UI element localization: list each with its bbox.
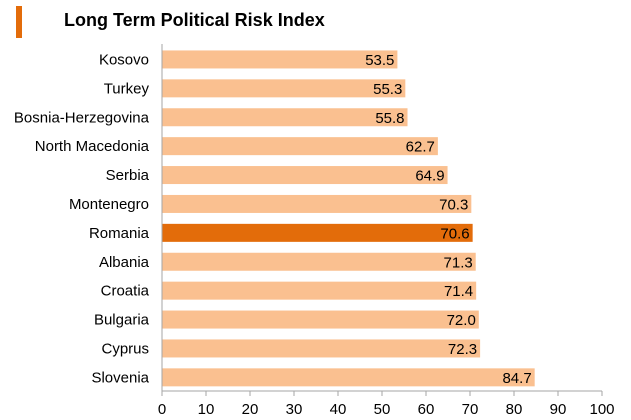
x-tick-label: 20 [242,401,259,418]
bar-albania [162,252,476,271]
x-tick-label: 80 [506,401,523,418]
category-label-north-macedonia: North Macedonia [35,138,150,155]
category-label-slovenia: Slovenia [91,369,149,386]
value-label-north-macedonia: 62.7 [406,139,435,156]
bar-bosnia-herzegovina [162,108,408,127]
category-label-bulgaria: Bulgaria [94,312,150,329]
chart-title: Long Term Political Risk Index [64,10,325,30]
category-label-croatia: Croatia [101,283,150,300]
category-label-albania: Albania [99,254,150,271]
bar-serbia [162,166,448,185]
value-label-croatia: 71.4 [444,283,473,300]
value-label-turkey: 55.3 [373,81,402,98]
x-tick-label: 10 [198,401,215,418]
x-tick-label: 90 [550,401,567,418]
value-labels-group: 53.5 55.3 55.862.7 64.9 70.3 70.6 71.3 71.4 72.0… [365,52,531,387]
value-label-romania: 70.6 [440,225,469,242]
bar-montenegro [162,194,472,213]
bar-cyprus [162,339,481,358]
value-label-albania: 71.3 [444,254,473,271]
bar-turkey [162,79,406,98]
bar-romania [162,223,473,242]
x-tick-label: 50 [374,401,391,418]
x-tick-label: 60 [418,401,435,418]
x-tick-label: 0 [158,401,166,418]
value-label-kosovo: 53.5 [365,52,394,69]
x-tick-label: 40 [330,401,347,418]
value-label-serbia: 64.9 [415,168,444,185]
title-accent-bar [16,6,22,38]
category-label-romania: Romania [89,225,150,242]
category-label-cyprus: Cyprus [101,340,149,357]
x-tick-label: 70 [462,401,479,418]
value-label-bulgaria: 72.0 [447,312,476,329]
bars-group [162,50,535,387]
x-axis: 0 10 20 30 40 50 60 70 80 90 100 [158,44,615,418]
x-tick-label: 30 [286,401,303,418]
value-label-cyprus: 72.3 [448,341,477,358]
bar-bulgaria [162,310,479,329]
bar-north-macedonia [162,137,438,156]
category-label-kosovo: Kosovo [99,51,149,68]
bar-croatia [162,281,477,300]
category-labels-group: Kosovo Turkey Bosnia-Herzegovina North Mace… [14,51,150,386]
category-label-montenegro: Montenegro [69,196,149,213]
bar-slovenia [162,368,535,387]
category-label-turkey: Turkey [104,80,150,97]
x-tick-label: 100 [589,401,614,418]
bar-kosovo [162,50,398,69]
category-label-bosnia-herzegovina: Bosnia-Herzegovina [14,109,150,126]
value-label-slovenia: 84.7 [502,370,531,387]
value-label-bosnia-herzegovina: 55.8 [375,110,404,127]
value-label-montenegro: 70.3 [439,196,468,213]
category-label-serbia: Serbia [106,167,150,184]
